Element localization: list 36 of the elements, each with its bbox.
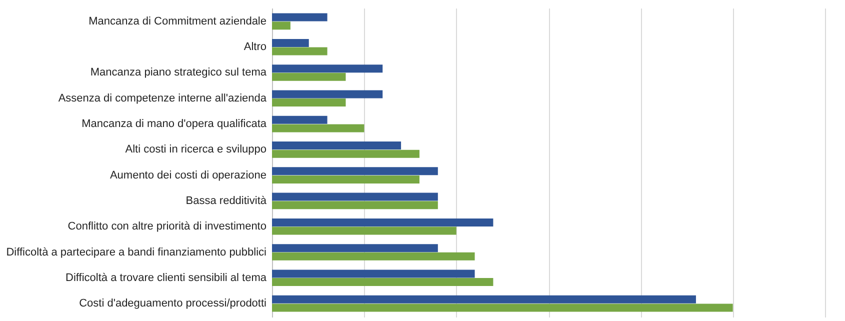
bar	[272, 295, 696, 304]
y-tick-label: Mancanza piano strategico sul tema	[90, 66, 268, 79]
bar	[272, 124, 364, 132]
y-tick-label: Altro	[244, 41, 266, 54]
y-tick-label: Costi d'adeguamento processi/prodotti	[79, 298, 266, 310]
y-tick-label: Alti costi in ricerca e sviluppo	[125, 144, 266, 156]
bar	[272, 175, 420, 184]
bar	[272, 38, 309, 47]
bar	[272, 72, 346, 81]
bar	[272, 226, 456, 235]
bar	[272, 64, 383, 73]
bar	[272, 22, 290, 30]
y-tick-label: Assenza di competenze interne all'azienda	[58, 92, 268, 104]
y-tick-label: Aumento dei costi di operazione	[110, 169, 266, 182]
y-tick-label: Bassa redditività	[186, 194, 268, 207]
bar	[272, 201, 438, 210]
bar	[272, 278, 494, 286]
bar	[272, 142, 402, 150]
bar	[272, 244, 438, 252]
bar	[272, 192, 438, 201]
y-tick-label: Difficoltà a trovare clienti sensibili al tema	[66, 272, 268, 284]
bar	[272, 116, 328, 124]
bar	[272, 218, 494, 226]
y-tick-label: Difficoltà a partecipare a bandi finanziamento pubblici	[6, 246, 266, 258]
y-tick-label: Conflitto con altre priorità di investimento	[68, 220, 266, 233]
bar	[272, 13, 328, 22]
bar	[272, 150, 420, 158]
bar	[272, 304, 733, 312]
y-tick-label: Mancanza di mano d'opera qualificata	[82, 118, 268, 130]
bar	[272, 270, 475, 278]
bar	[272, 98, 346, 107]
bar	[272, 167, 438, 176]
y-tick-label: Mancanza di Commitment aziendale	[88, 15, 266, 28]
bar	[272, 90, 383, 98]
bar	[272, 252, 475, 260]
bar	[272, 47, 328, 56]
